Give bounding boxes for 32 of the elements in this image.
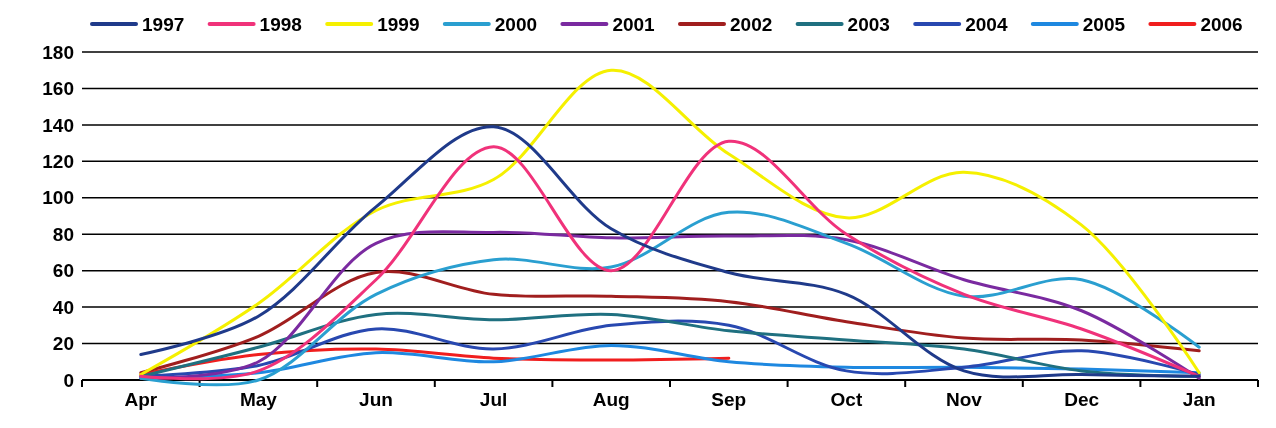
y-tick-label: 40 [52, 296, 74, 318]
y-tick-label: 80 [52, 223, 74, 245]
x-tick-label: Apr [124, 389, 158, 410]
x-tick-label: Aug [592, 389, 630, 410]
legend-label: 2002 [730, 13, 773, 35]
y-tick-label: 140 [42, 114, 74, 136]
y-tick-label: 20 [52, 333, 74, 355]
y-tick-label: 0 [63, 369, 74, 391]
x-tick-label: Dec [1064, 389, 1100, 410]
x-tick-label: May [239, 389, 278, 410]
y-tick-label: 100 [42, 187, 74, 209]
legend-label: 1998 [259, 13, 302, 35]
y-tick-label: 60 [52, 260, 74, 282]
legend-label: 2005 [1082, 13, 1126, 35]
legend-label: 1999 [377, 13, 420, 35]
legend-label: 2000 [494, 13, 538, 35]
y-tick-label: 160 [42, 78, 74, 100]
x-tick-label: Jan [1182, 389, 1216, 410]
x-tick-label: Jul [479, 389, 508, 410]
legend-label: 1997 [142, 13, 185, 35]
legend-label: 2004 [965, 13, 1008, 35]
legend-label: 2006 [1200, 13, 1243, 35]
line-series [139, 68, 1201, 377]
line-series [139, 270, 1201, 375]
y-tick-label: 120 [42, 150, 74, 172]
x-tick-label: Sep [711, 389, 747, 410]
x-tick-label: Jun [359, 389, 393, 410]
legend-label: 2001 [612, 13, 656, 35]
y-tick-label: 180 [42, 41, 74, 63]
x-tick-label: Nov [946, 389, 983, 410]
x-tick-label: Oct [830, 389, 863, 410]
legend-label: 2003 [847, 13, 890, 35]
